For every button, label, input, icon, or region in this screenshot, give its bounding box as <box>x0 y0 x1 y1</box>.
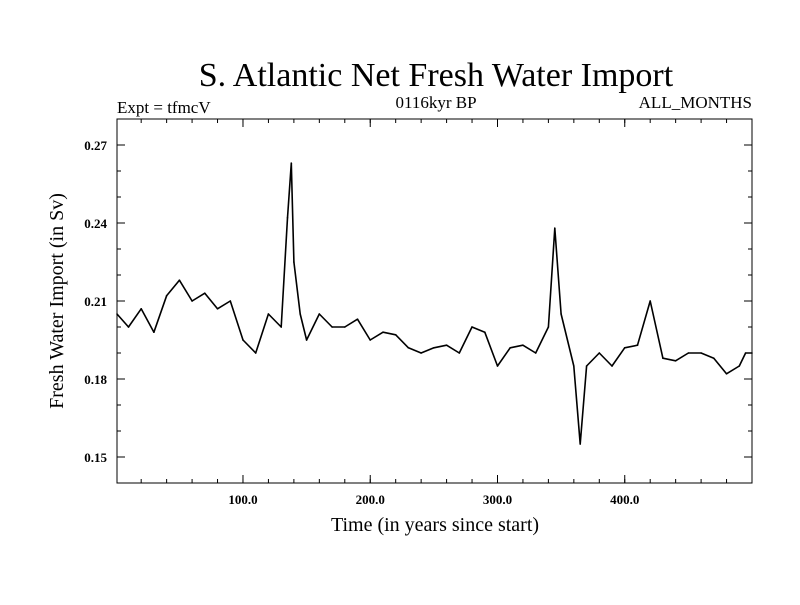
y-tick-label: 0.24 <box>84 216 107 231</box>
x-tick-label: 200.0 <box>356 492 385 507</box>
data-point <box>394 334 397 336</box>
data-point <box>598 352 601 354</box>
data-point <box>700 352 702 354</box>
data-point <box>573 365 575 367</box>
data-point <box>744 352 747 354</box>
data-point <box>458 352 461 354</box>
data-point <box>738 365 741 367</box>
y-tick-label: 0.15 <box>84 450 107 465</box>
x-axis-label: Time (in years since start) <box>331 514 539 536</box>
data-point <box>649 300 651 302</box>
data-point <box>344 326 346 328</box>
y-axis-label: Fresh Water Import (in Sv) <box>46 193 68 409</box>
plot-frame <box>116 118 753 484</box>
data-point <box>204 292 206 295</box>
data-point <box>611 365 613 367</box>
data-point <box>522 344 524 347</box>
data-point <box>127 326 130 328</box>
data-point <box>318 313 321 315</box>
chart-title: S. Atlantic Net Fresh Water Import <box>199 57 674 94</box>
data-point <box>286 217 289 219</box>
data-point <box>178 279 181 282</box>
data-point <box>356 318 359 321</box>
data-point <box>496 365 499 367</box>
y-tick-label: 0.21 <box>84 294 107 309</box>
data-point <box>407 347 410 349</box>
x-tick-label: 300.0 <box>483 492 512 507</box>
data-point <box>267 313 270 315</box>
data-point <box>725 373 728 375</box>
y-tick-label: 0.27 <box>84 138 107 153</box>
data-point <box>331 326 333 328</box>
ticks-layer: 100.0 200.0 300.0 400.0 0.15 0.18 0.21 0.24 0.27 <box>84 118 752 507</box>
data-point <box>554 227 556 229</box>
data-point <box>579 443 581 445</box>
data-point <box>191 300 193 302</box>
data-point <box>299 313 302 315</box>
data-point <box>242 339 244 341</box>
data-point <box>140 308 142 310</box>
data-point <box>445 344 448 347</box>
y-tick-label: 0.18 <box>84 372 107 387</box>
data-point <box>254 352 257 354</box>
data-point <box>305 339 308 341</box>
data-point <box>290 162 293 164</box>
data-point <box>280 326 283 328</box>
data-point <box>560 313 562 315</box>
data-point <box>509 347 512 349</box>
data-point <box>369 339 372 341</box>
experiment-label: Expt = tfmcV <box>117 98 211 117</box>
data-point <box>534 352 537 354</box>
data-point <box>382 331 384 334</box>
months-label: ALL_MONTHS <box>639 93 752 112</box>
data-point <box>484 331 486 334</box>
series-layer <box>116 162 753 445</box>
data-point <box>433 347 435 349</box>
series-line <box>116 162 752 445</box>
data-point <box>662 357 664 360</box>
data-point <box>216 308 219 310</box>
data-point <box>116 313 118 315</box>
data-point <box>636 344 639 347</box>
data-point <box>153 331 155 334</box>
data-point <box>623 347 626 349</box>
data-point <box>420 352 422 354</box>
x-tick-label: 100.0 <box>228 492 257 507</box>
data-point <box>751 352 753 354</box>
data-point <box>674 360 677 362</box>
x-tick-label: 400.0 <box>610 492 639 507</box>
data-point <box>547 326 550 328</box>
data-point <box>229 300 232 302</box>
data-point <box>471 326 473 328</box>
data-point <box>687 352 690 354</box>
period-label: 0116kyr BP <box>395 93 476 112</box>
data-point <box>165 295 168 297</box>
data-point <box>713 357 715 360</box>
data-point <box>293 261 295 263</box>
data-point <box>585 365 588 367</box>
